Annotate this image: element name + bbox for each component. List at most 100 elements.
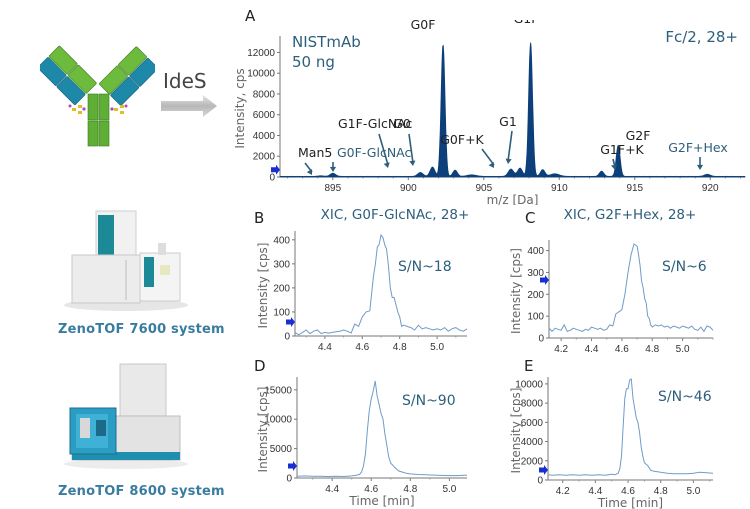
annotation-arrow-icon: [481, 148, 495, 166]
annotation-arrowhead-icon: [611, 164, 618, 170]
xic-title: XIC, G0F-GlcNAc, 28+: [321, 207, 470, 223]
y-tick-label: 0: [269, 173, 275, 184]
y-tick-label: 4000: [253, 131, 276, 142]
annotation-arrow-icon: [378, 133, 389, 166]
xic-trace-line: [548, 243, 714, 333]
x-tick-label: 4.2: [556, 486, 570, 497]
y-tick-label: 4000: [521, 437, 544, 448]
sample-amount-label: 50 ng: [292, 53, 335, 71]
y-axis-label: Intensity [cps]: [509, 248, 523, 334]
y-tick-label: 15000: [264, 385, 292, 396]
panel-e-label: E: [524, 357, 534, 375]
x-tick-label: 900: [400, 183, 417, 194]
x-tick-label: 4.6: [355, 342, 369, 353]
x-tick-label: 4.6: [621, 486, 635, 497]
panel-c-label: C: [525, 209, 536, 227]
peak-annotation-label: G1F: [514, 20, 539, 26]
threshold-marker-icon: [539, 465, 548, 475]
peak-annotation-label: Man5: [298, 145, 332, 160]
y-axis-label: Intensity [cps]: [256, 243, 270, 329]
y-tick-label: 0: [284, 332, 290, 343]
y-tick-label: 2000: [521, 456, 544, 467]
annotation-arrowhead-icon: [505, 158, 512, 164]
y-tick-label: 0: [537, 476, 543, 487]
y-tick-label: 300: [273, 259, 290, 270]
y-tick-label: 10000: [247, 69, 275, 80]
signal-to-noise-label: S/N~46: [658, 389, 712, 405]
y-tick-label: 400: [527, 246, 544, 257]
spectrum-area: [279, 42, 746, 178]
x-tick-label: 5.0: [430, 342, 444, 353]
y-tick-label: 10000: [515, 379, 543, 390]
peak-annotation-label: G0F: [411, 20, 436, 32]
x-tick-label: 4.2: [554, 344, 568, 353]
x-tick-label: 4.8: [645, 344, 659, 353]
ides-label: IdeS: [163, 69, 207, 93]
y-tick-label: 0: [286, 474, 292, 485]
peak-annotation-label: G1: [499, 114, 517, 129]
annotation-arrow-icon: [408, 133, 414, 164]
threshold-marker-icon: [540, 275, 549, 285]
peak-annotation-label: G2F+Hex: [668, 140, 728, 155]
peak-annotation-label: G0F-GlcNAc: [337, 145, 412, 160]
x-tick-label: 5.0: [676, 344, 690, 353]
annotation-arrowhead-icon: [409, 160, 416, 166]
xic-title: XIC, G2F+Hex, 28+: [564, 207, 697, 223]
instrument1-caption: ZenoTOF 7600 system: [58, 322, 225, 337]
annotation-arrowhead-icon: [329, 166, 337, 172]
x-tick-label: 4.6: [364, 484, 378, 495]
instrument2-caption: ZenoTOF 8600 system: [58, 484, 225, 499]
signal-to-noise-label: S/N~6: [662, 259, 707, 275]
x-axis-label: Time [min]: [597, 496, 663, 509]
x-tick-label: 915: [626, 183, 643, 194]
signal-to-noise-label: S/N~18: [398, 259, 452, 275]
x-tick-label: 4.4: [318, 342, 332, 353]
x-tick-label: 4.4: [325, 484, 339, 495]
y-axis-label: Intensity [cps]: [509, 388, 523, 474]
x-tick-label: 910: [551, 183, 568, 194]
y-tick-label: 100: [273, 307, 290, 318]
y-tick-label: 12000: [247, 48, 275, 59]
y-tick-label: 8000: [521, 399, 544, 410]
y-tick-label: 300: [527, 268, 544, 279]
y-tick-label: 0: [538, 334, 544, 345]
x-axis-label: Time [min]: [347, 352, 413, 353]
charge-state-label: Fc/2, 28+: [665, 28, 738, 46]
x-axis-label: m/z [Da]: [487, 193, 539, 205]
spectrum-chart: 895 900 905 910 915 920 0 2000 4000 6000 8000 10000…: [233, 20, 746, 205]
arrow-right-icon: [161, 95, 217, 117]
sample-name-label: NISTmAb: [292, 33, 361, 51]
annotation-arrow-icon: [507, 130, 513, 162]
peak-annotation-label: G1F+K: [600, 142, 644, 157]
y-tick-label: 5000: [270, 444, 293, 455]
x-tick-label: 895: [324, 183, 341, 194]
x-tick-label: 4.8: [393, 342, 407, 353]
y-tick-label: 6000: [521, 418, 544, 429]
x-tick-label: 920: [702, 183, 719, 194]
x-tick-label: 4.6: [615, 344, 629, 353]
panel-d-label: D: [254, 357, 266, 375]
annotation-arrowhead-icon: [488, 162, 494, 168]
peak-annotation-label: G2F: [626, 128, 651, 143]
y-tick-label: 10000: [264, 415, 292, 426]
threshold-marker-icon: [286, 317, 295, 327]
y-tick-label: 200: [273, 283, 290, 294]
xic-chart-e: 4.2 4.4 4.6 4.8 5.0 0 2000 4000 6000 8000 10000 Tim…: [509, 377, 714, 509]
xic-trace-line: [547, 378, 714, 476]
annotation-arrowhead-icon: [696, 164, 704, 170]
xic-chart-b: 4.4 4.6 4.8 5.0 0 100 200 300 400 Time [min] Inten…: [256, 207, 470, 353]
y-axis-label: Intensity, cps: [233, 68, 247, 148]
mass-spectrometer-8600-image: [60, 360, 190, 470]
x-tick-label: 905: [475, 183, 492, 194]
x-tick-label: 4.4: [588, 486, 602, 497]
x-tick-label: 5.0: [686, 486, 700, 497]
y-tick-label: 2000: [253, 152, 276, 163]
threshold-marker-icon: [288, 461, 297, 471]
xic-trace-line: [294, 233, 468, 336]
panel-b-label: B: [254, 209, 265, 227]
signal-to-noise-label: S/N~90: [402, 393, 456, 409]
threshold-marker-icon: [271, 164, 280, 175]
peak-annotation-label: G0F+K: [440, 132, 484, 147]
y-tick-label: 6000: [253, 110, 276, 121]
y-tick-label: 400: [273, 235, 290, 246]
